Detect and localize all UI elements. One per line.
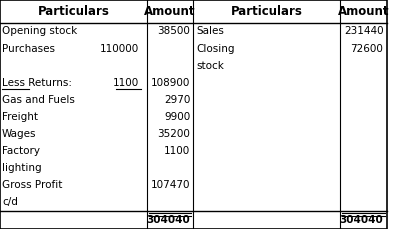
Text: Freight: Freight [2,112,38,122]
Text: 231440: 231440 [344,26,383,36]
Text: 9900: 9900 [164,112,190,122]
Text: 108900: 108900 [151,78,190,88]
Text: 35200: 35200 [157,129,190,139]
Text: stock: stock [196,61,224,71]
Text: Opening stock: Opening stock [2,26,77,36]
Text: Purchases: Purchases [2,44,55,54]
Text: Wages: Wages [2,129,36,139]
Text: lighting: lighting [2,163,41,173]
Text: Sales: Sales [196,26,224,36]
Text: Particulars: Particulars [231,5,303,18]
Text: Amount: Amount [144,5,196,18]
Text: Closing: Closing [196,44,235,54]
Text: Gross Profit: Gross Profit [2,180,62,190]
Text: Less Returns:: Less Returns: [2,78,72,88]
Text: Particulars: Particulars [37,5,110,18]
Text: 2970: 2970 [164,95,190,105]
Text: 1100: 1100 [113,78,139,88]
Text: Gas and Fuels: Gas and Fuels [2,95,75,105]
Text: 110000: 110000 [100,44,139,54]
Text: 72600: 72600 [351,44,383,54]
Text: c/d: c/d [2,197,18,207]
Text: Factory: Factory [2,146,40,156]
Text: Amount: Amount [338,5,389,18]
Text: 1100: 1100 [164,146,190,156]
Text: 107470: 107470 [151,180,190,190]
Text: 304040: 304040 [147,215,190,225]
Text: 38500: 38500 [157,26,190,36]
Text: 304040: 304040 [340,215,383,225]
